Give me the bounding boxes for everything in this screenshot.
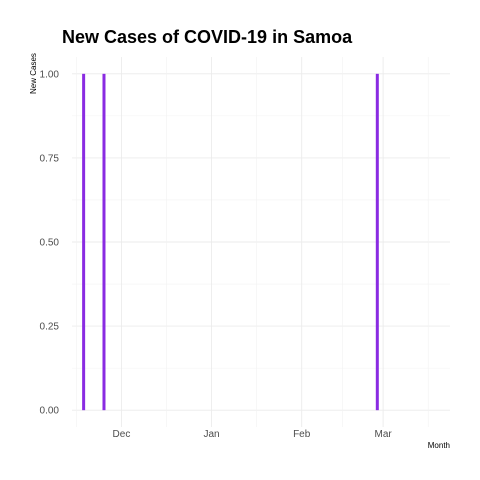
bar xyxy=(102,73,106,411)
y-tick-label: 0.25 xyxy=(40,322,60,333)
x-tick-label: Dec xyxy=(113,429,131,440)
bars xyxy=(82,73,379,411)
x-axis-label: Month xyxy=(428,441,450,450)
x-axis: Dec Jan Feb Mar xyxy=(113,429,393,440)
x-tick-label: Jan xyxy=(204,429,220,440)
y-tick-label: 1.00 xyxy=(40,69,60,80)
y-tick-label: 0.00 xyxy=(40,406,60,417)
bar xyxy=(82,73,86,411)
x-tick-label: Mar xyxy=(375,429,393,440)
y-tick-label: 0.75 xyxy=(40,153,60,164)
y-tick-label: 0.50 xyxy=(40,238,60,249)
chart-title: New Cases of COVID-19 in Samoa xyxy=(62,27,353,47)
bar xyxy=(375,73,379,411)
y-axis-label: New Cases xyxy=(29,53,38,94)
y-axis: 0.00 0.25 0.50 0.75 1.00 xyxy=(40,69,60,416)
grid xyxy=(72,57,450,427)
x-tick-label: Feb xyxy=(293,429,311,440)
